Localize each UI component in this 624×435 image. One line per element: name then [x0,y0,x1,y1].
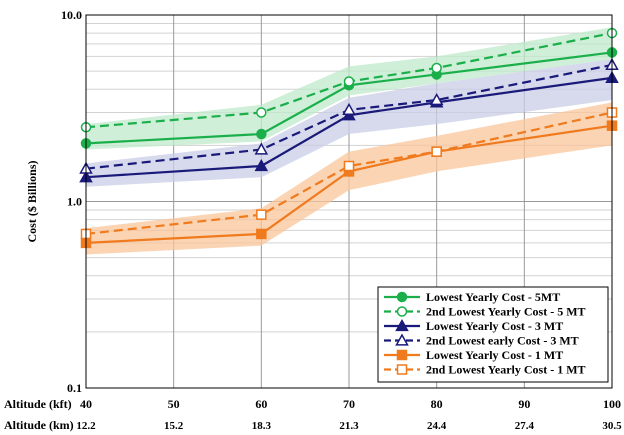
data-point [256,128,267,140]
x-tick-label: 27.4 [515,420,535,432]
data-point [342,102,356,116]
legend-label: 2nd Lowest early Cost - 3 MT [426,334,579,348]
x-axis-title: Altitude (km) [4,418,74,432]
x-tick-label: 50 [168,397,180,411]
plot-border [85,14,613,389]
x-tick-label: 90 [518,397,530,411]
x-tick-label: 80 [431,397,443,411]
data-point [256,228,267,240]
legend-label: Lowest Yearly Cost - 5MT [426,290,560,304]
x-tick-label: 15.2 [164,420,184,432]
legend-label: 2nd Lowest Yearly Cost - 1 MT [426,363,586,377]
x-tick-label: 18.3 [252,420,272,432]
x-tick-label: 12.2 [76,420,96,432]
x-tick-label: 70 [343,397,355,411]
y-axis-title: Cost ($ Billions) [25,160,39,242]
legend-label: Lowest Yearly Cost - 1 MT [426,348,563,362]
legend-label: Lowest Yearly Cost - 3 MT [426,319,563,333]
data-point [343,160,355,172]
data-point [396,306,408,317]
y-tick-label: 0.1 [67,381,82,395]
data-point [429,92,444,106]
data-point [396,364,408,375]
x-tick-label: 100 [603,397,621,411]
legend-box [377,286,609,383]
data-point [254,158,269,172]
x-tick-label: 40 [80,397,92,411]
x-tick-label: 21.3 [339,420,359,432]
data-point [254,142,269,155]
data-point [343,76,355,87]
x-tick-label: 60 [255,397,267,411]
series-line [85,111,613,236]
y-tick-labels: 0.1 1.0 10.0 [61,8,82,395]
x-tick-label: 30.5 [602,420,622,432]
data-point [431,62,442,74]
data-point [256,107,267,118]
data-point [395,333,409,346]
data-point [396,291,408,303]
confidence-band [86,102,612,255]
y-tick-label: 10.0 [61,8,82,22]
data-point [431,146,442,157]
data-point [395,318,409,332]
x-tick-label: 24.4 [427,420,447,432]
x-tick-labels: Altitude (kft) 40 50 60 70 80 90 100 Altitude (k… [4,397,622,432]
x-axis-title: Altitude (kft) [4,397,72,411]
y-tick-label: 1.0 [67,195,82,209]
data-point [396,349,408,361]
data-point [256,209,267,220]
legend-label: 2nd Lowest Yearly Cost - 5 MT [426,305,586,319]
